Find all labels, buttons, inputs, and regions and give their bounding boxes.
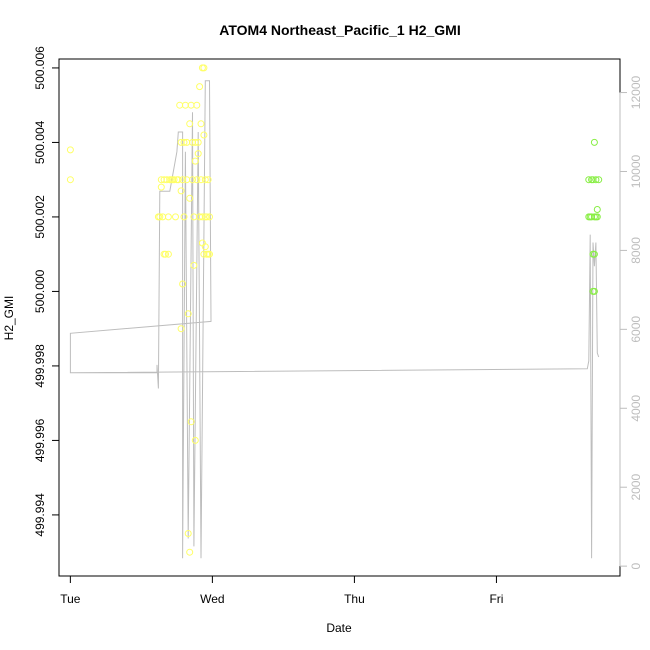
y2-tick-label: 10000 [629,154,643,188]
plot-frame [58,58,621,577]
y-tick-label: 499.996 [33,418,47,462]
data-point [184,530,192,537]
x-tick-label: Wed [200,592,224,606]
data-point [204,176,212,184]
data-point [201,176,209,184]
data-point [179,280,187,288]
data-point [186,548,194,556]
data-point [197,120,205,128]
data-point [164,250,172,258]
data-point [200,131,208,139]
x-tick-label: Fri [489,592,503,606]
data-point [194,138,202,146]
data-point [156,213,164,221]
data-point [66,176,74,184]
data-point [593,213,601,221]
data-point [186,120,194,128]
data-points [66,64,603,556]
data-point [206,213,213,221]
y2-tick-label: 6000 [629,316,643,343]
data-point [162,250,169,258]
data-point [193,101,201,109]
data-point [179,176,187,184]
x-tick-label: Tue [60,592,81,606]
data-point [593,206,601,213]
data-point [184,310,192,318]
data-point [181,101,189,109]
data-point [198,213,206,221]
data-point [176,101,184,109]
data-point [187,418,195,426]
data-point [187,101,195,109]
data-point [206,250,213,258]
data-point [172,213,179,221]
x-axis-label: Date [326,621,352,635]
data-lines [69,80,600,559]
data-point [180,213,188,221]
data-point [180,138,188,146]
data-point [193,176,201,184]
data-point [177,325,185,333]
y2-axis: 0 2000 4000 6000 8000 10000 12000 [619,75,643,569]
data-point [590,250,598,258]
data-point [200,64,208,72]
y-axis: 499.994 499.996 499.998 500.000 500.002 500.0… [33,46,59,537]
data-point [592,176,600,184]
data-point [183,176,191,184]
data-point [186,194,194,202]
x-axis: Tue Wed Thu Fri [60,576,503,606]
y-tick-label: 499.998 [33,344,47,388]
data-point [164,213,172,221]
data-point [585,176,593,184]
data-point [189,176,196,184]
y-tick-label: 500.000 [33,269,47,313]
y-tick-label: 499.994 [33,493,47,537]
y2-tick-label: 4000 [629,395,643,422]
data-point [174,176,182,184]
y2-tick-label: 8000 [629,237,643,264]
series-line [69,80,600,559]
data-point [194,150,202,158]
data-point [196,83,204,91]
y2-tick-label: 2000 [629,474,643,501]
y2-tick-label: 0 [629,562,643,569]
data-point [66,146,74,154]
data-point [191,138,199,146]
y-axis-label: H2_GMI [2,296,16,341]
x-tick-label: Thu [344,592,365,606]
data-point [590,287,598,295]
data-point [170,176,178,184]
data-point [191,436,199,444]
y-tick-label: 500.002 [33,195,47,239]
data-point [590,138,598,146]
data-point [201,243,209,251]
data-point [177,187,185,195]
data-point [157,183,165,191]
data-point [191,157,199,165]
data-point [595,176,603,184]
data-point [190,261,198,269]
y-tick-label: 500.006 [33,46,47,90]
chart-title: ATOM4 Northeast_Pacific_1 H2_GMI [219,22,460,38]
data-point [203,213,211,221]
y-tick-label: 500.004 [33,120,47,164]
y2-tick-label: 12000 [629,75,643,109]
data-point [197,176,205,184]
